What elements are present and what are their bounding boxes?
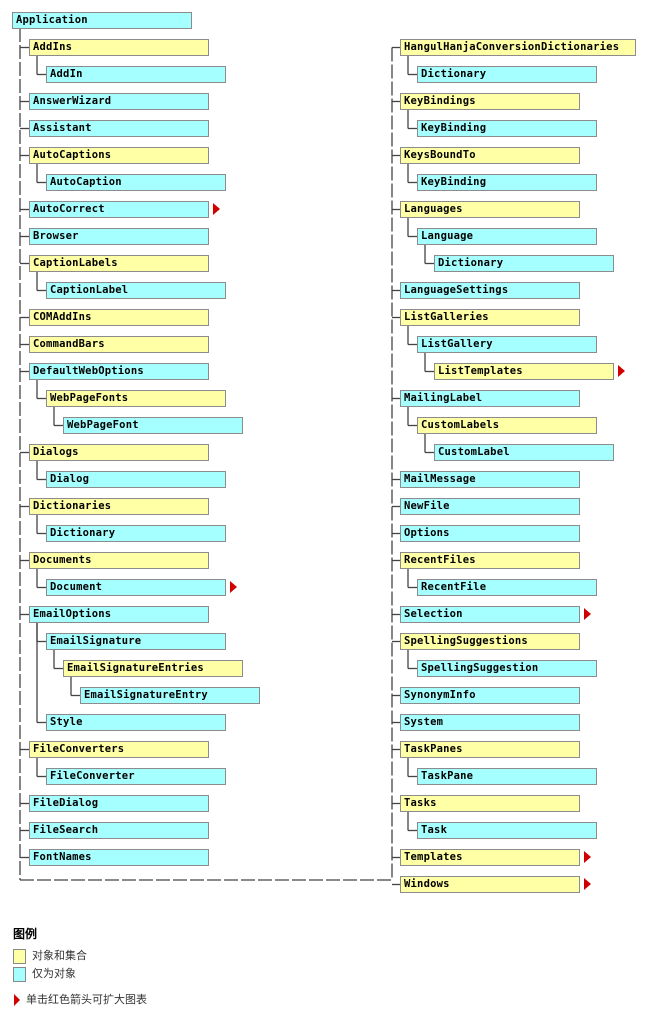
node-browser[interactable]: Browser bbox=[29, 228, 209, 245]
node-filedialog[interactable]: FileDialog bbox=[29, 795, 209, 812]
node-emailoptions[interactable]: EmailOptions bbox=[29, 606, 209, 623]
node-languages[interactable]: Languages bbox=[400, 201, 580, 218]
node-recentfile[interactable]: RecentFile bbox=[417, 579, 597, 596]
legend-swatch-collection bbox=[13, 948, 26, 964]
node-fontnames[interactable]: FontNames bbox=[29, 849, 209, 866]
node-webpagefonts[interactable]: WebPageFonts bbox=[46, 390, 226, 407]
node-dialogs[interactable]: Dialogs bbox=[29, 444, 209, 461]
node-autocaptions[interactable]: AutoCaptions bbox=[29, 147, 209, 164]
legend-collection-label: 对象和集合 bbox=[32, 949, 87, 962]
node-dialog[interactable]: Dialog bbox=[46, 471, 226, 488]
node-dictionary[interactable]: Dictionary bbox=[46, 525, 226, 542]
legend-arrow: 单击红色箭头可扩大图表 bbox=[14, 991, 147, 1007]
node-dictionaries[interactable]: Dictionaries bbox=[29, 498, 209, 515]
expand-arrow-icon[interactable] bbox=[213, 203, 220, 215]
node-keybindings[interactable]: KeyBindings bbox=[400, 93, 580, 110]
node-keybinding[interactable]: KeyBinding bbox=[417, 120, 597, 137]
red-arrow-icon bbox=[14, 994, 20, 1006]
node-webpagefont[interactable]: WebPageFont bbox=[63, 417, 243, 434]
node-application[interactable]: Application bbox=[12, 12, 192, 29]
node-languagesettings[interactable]: LanguageSettings bbox=[400, 282, 580, 299]
node-hangulhanjaconversiondictionaries[interactable]: HangulHanjaConversionDictionaries bbox=[400, 39, 636, 56]
node-system[interactable]: System bbox=[400, 714, 580, 731]
node-autocaption[interactable]: AutoCaption bbox=[46, 174, 226, 191]
legend-object-label: 仅为对象 bbox=[32, 967, 76, 980]
node-mailmessage[interactable]: MailMessage bbox=[400, 471, 580, 488]
node-emailsignature[interactable]: EmailSignature bbox=[46, 633, 226, 650]
node-captionlabel[interactable]: CaptionLabel bbox=[46, 282, 226, 299]
legend-title: 图例 bbox=[13, 927, 38, 941]
node-autocorrect[interactable]: AutoCorrect bbox=[29, 201, 209, 218]
node-commandbars[interactable]: CommandBars bbox=[29, 336, 209, 353]
node-addin[interactable]: AddIn bbox=[46, 66, 226, 83]
node-spellingsuggestions[interactable]: SpellingSuggestions bbox=[400, 633, 580, 650]
node-windows[interactable]: Windows bbox=[400, 876, 580, 893]
node-spellingsuggestion[interactable]: SpellingSuggestion bbox=[417, 660, 597, 677]
node-fileconverter[interactable]: FileConverter bbox=[46, 768, 226, 785]
node-filesearch[interactable]: FileSearch bbox=[29, 822, 209, 839]
node-newfile[interactable]: NewFile bbox=[400, 498, 580, 515]
node-mailinglabel[interactable]: MailingLabel bbox=[400, 390, 580, 407]
node-keybinding[interactable]: KeyBinding bbox=[417, 174, 597, 191]
node-taskpanes[interactable]: TaskPanes bbox=[400, 741, 580, 758]
legend-collection: 对象和集合 bbox=[13, 947, 87, 964]
node-listgalleries[interactable]: ListGalleries bbox=[400, 309, 580, 326]
node-dictionary[interactable]: Dictionary bbox=[434, 255, 614, 272]
expand-arrow-icon[interactable] bbox=[230, 581, 237, 593]
node-task[interactable]: Task bbox=[417, 822, 597, 839]
node-addins[interactable]: AddIns bbox=[29, 39, 209, 56]
node-templates[interactable]: Templates bbox=[400, 849, 580, 866]
connector-lines bbox=[19, 28, 434, 886]
expand-arrow-icon[interactable] bbox=[584, 878, 591, 890]
legend-object: 仅为对象 bbox=[13, 965, 76, 982]
node-keysboundto[interactable]: KeysBoundTo bbox=[400, 147, 580, 164]
expand-arrow-icon[interactable] bbox=[618, 365, 625, 377]
node-language[interactable]: Language bbox=[417, 228, 597, 245]
expand-arrow-icon[interactable] bbox=[584, 851, 591, 863]
node-dictionary[interactable]: Dictionary bbox=[417, 66, 597, 83]
node-customlabel[interactable]: CustomLabel bbox=[434, 444, 614, 461]
node-document[interactable]: Document bbox=[46, 579, 226, 596]
node-customlabels[interactable]: CustomLabels bbox=[417, 417, 597, 434]
node-taskpane[interactable]: TaskPane bbox=[417, 768, 597, 785]
node-assistant[interactable]: Assistant bbox=[29, 120, 209, 137]
expand-arrow-icon[interactable] bbox=[584, 608, 591, 620]
node-options[interactable]: Options bbox=[400, 525, 580, 542]
node-emailsignatureentry[interactable]: EmailSignatureEntry bbox=[80, 687, 260, 704]
node-documents[interactable]: Documents bbox=[29, 552, 209, 569]
node-fileconverters[interactable]: FileConverters bbox=[29, 741, 209, 758]
node-defaultweboptions[interactable]: DefaultWebOptions bbox=[29, 363, 209, 380]
legend-arrow-label: 单击红色箭头可扩大图表 bbox=[26, 993, 147, 1006]
node-comaddins[interactable]: COMAddIns bbox=[29, 309, 209, 326]
node-style[interactable]: Style bbox=[46, 714, 226, 731]
node-tasks[interactable]: Tasks bbox=[400, 795, 580, 812]
object-model-diagram: Application AddIns AddIn AnswerWizard Assist… bbox=[12, 12, 636, 893]
node-answerwizard[interactable]: AnswerWizard bbox=[29, 93, 209, 110]
node-captionlabels[interactable]: CaptionLabels bbox=[29, 255, 209, 272]
legend-swatch-object bbox=[13, 966, 26, 982]
node-listtemplates[interactable]: ListTemplates bbox=[434, 363, 614, 380]
node-listgallery[interactable]: ListGallery bbox=[417, 336, 597, 353]
node-recentfiles[interactable]: RecentFiles bbox=[400, 552, 580, 569]
node-selection[interactable]: Selection bbox=[400, 606, 580, 623]
node-synonyminfo[interactable]: SynonymInfo bbox=[400, 687, 580, 704]
node-emailsignatureentries[interactable]: EmailSignatureEntries bbox=[63, 660, 243, 677]
